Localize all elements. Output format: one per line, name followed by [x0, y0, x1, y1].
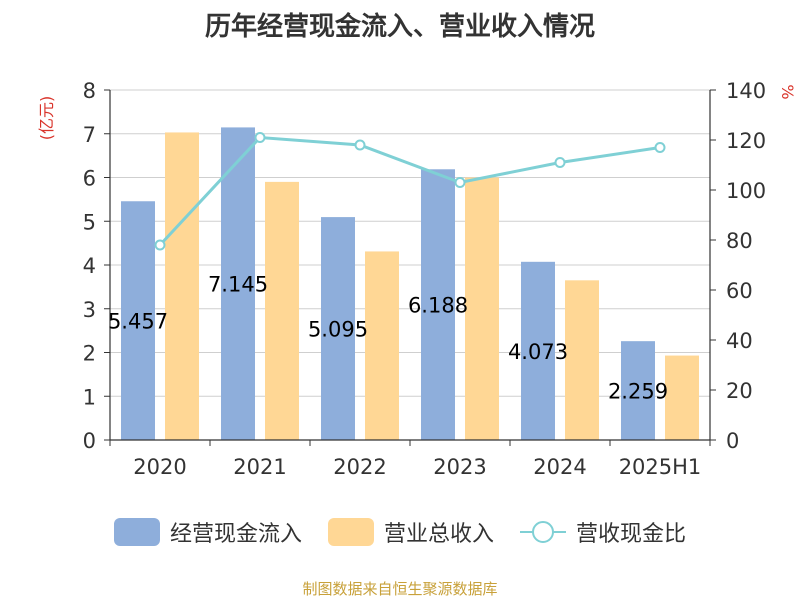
y-left-tick-label: 4	[83, 254, 96, 278]
x-tick-label: 2020	[133, 455, 186, 479]
bar-cash-inflow	[421, 169, 455, 440]
y-left-tick-label: 1	[83, 385, 96, 409]
data-label-cash-inflow: 6.188	[408, 294, 468, 318]
y-right-tick-label: 0	[726, 429, 739, 453]
legend-item-cash-ratio[interactable]: 营收现金比	[520, 516, 686, 548]
legend-swatch-revenue	[327, 518, 374, 546]
x-tick-label: 2024	[533, 455, 586, 479]
y-left-tick-label: 7	[83, 123, 96, 147]
y-right-tick-label: 120	[726, 129, 766, 153]
y-left-tick-label: 3	[83, 298, 96, 322]
y-left-tick-label: 2	[83, 342, 96, 366]
y-right-tick-label: 140	[726, 79, 766, 103]
y-right-tick-label: 20	[726, 379, 753, 403]
y-left-tick-label: 5	[83, 210, 96, 234]
point-cash-ratio	[554, 157, 566, 168]
legend-label-cash-ratio: 营收现金比	[576, 522, 687, 547]
y-right-axis-label: %	[778, 84, 797, 99]
data-label-cash-inflow: 5.457	[108, 310, 168, 334]
bar-revenue	[365, 251, 399, 440]
y-right-tick-label: 80	[726, 229, 753, 253]
data-label-cash-inflow: 2.259	[608, 380, 668, 404]
y-left-tick-label: 6	[83, 167, 96, 191]
y-left-tick-label: 8	[83, 79, 96, 103]
bar-cash-inflow	[521, 261, 555, 440]
bar-revenue	[265, 181, 299, 440]
data-label-cash-inflow: 7.145	[208, 273, 268, 297]
point-cash-ratio	[454, 177, 466, 188]
data-label-cash-inflow: 4.073	[508, 340, 568, 364]
y-right-tick-label: 100	[726, 179, 766, 203]
bar-cash-inflow	[221, 127, 255, 440]
legend-swatch-cash-inflow	[113, 518, 160, 546]
bar-cash-inflow	[321, 217, 355, 440]
legend-item-revenue[interactable]: 营业总收入	[327, 516, 494, 548]
x-tick-label: 2025H1	[619, 455, 702, 479]
point-cash-ratio	[654, 142, 666, 153]
x-tick-label: 2021	[233, 455, 286, 479]
bar-cash-inflow	[621, 341, 655, 440]
bar-revenue	[465, 177, 499, 440]
bar-revenue	[165, 132, 199, 440]
bar-cash-inflow	[121, 201, 155, 440]
legend-label-revenue: 营业总收入	[383, 522, 494, 547]
legend-label-cash-inflow: 经营现金流入	[169, 522, 302, 547]
y-left-tick-label: 0	[83, 429, 96, 453]
line-cash-ratio	[158, 135, 661, 247]
point-cash-ratio	[254, 132, 266, 143]
data-label-cash-inflow: 5.095	[308, 318, 368, 342]
y-left-axis-label: (亿元)	[37, 96, 56, 141]
y-right-tick-label: 60	[726, 279, 753, 303]
point-cash-ratio	[154, 239, 166, 251]
legend-swatch-cash-ratio	[520, 518, 566, 546]
bar-revenue	[665, 355, 699, 440]
y-right-tick-label: 40	[726, 329, 753, 353]
legend-item-cash-inflow[interactable]: 经营现金流入	[113, 516, 302, 548]
bar-revenue	[565, 280, 599, 440]
legend: 经营现金流入 营业总收入 营收现金比	[0, 516, 800, 548]
chart-title: 历年经营现金流入、营业收入情况	[204, 12, 595, 42]
source-note: 制图数据来自恒生聚源数据库	[302, 580, 498, 598]
x-tick-label: 2022	[333, 455, 386, 479]
x-tick-label: 2023	[433, 455, 486, 479]
point-cash-ratio	[354, 139, 366, 151]
